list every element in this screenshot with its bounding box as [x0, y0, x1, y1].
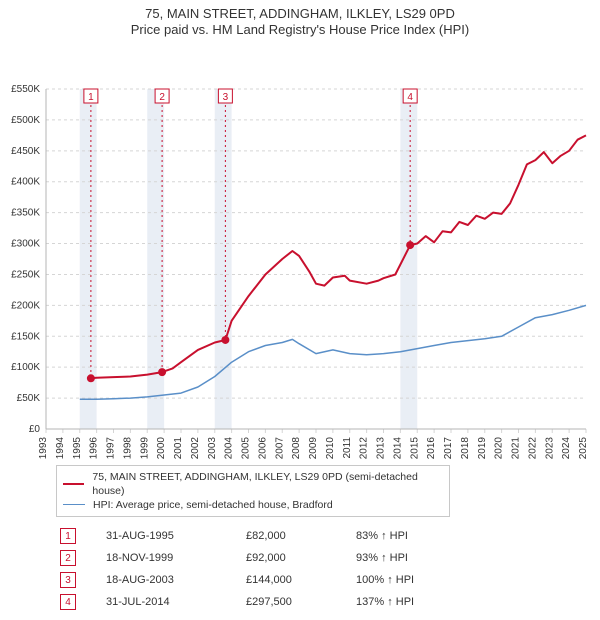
svg-text:1994: 1994 — [55, 436, 66, 458]
sales-row: 4 31-JUL-2014£297,500137% ↑ HPI — [60, 591, 600, 613]
svg-text:1997: 1997 — [106, 436, 117, 458]
svg-text:£450K: £450K — [11, 145, 40, 156]
title-line-1: 75, MAIN STREET, ADDINGHAM, ILKLEY, LS29… — [0, 6, 600, 22]
svg-text:2000: 2000 — [156, 436, 167, 458]
sales-table: 1 31-AUG-1995£82,00083% ↑ HPI 2 18-NOV-1999… — [60, 525, 600, 613]
svg-text:£150K: £150K — [11, 331, 40, 342]
svg-text:2: 2 — [159, 92, 165, 103]
sale-pct: 100% ↑ HPI — [356, 574, 446, 586]
svg-text:2006: 2006 — [257, 436, 268, 458]
svg-text:1999: 1999 — [139, 436, 150, 458]
svg-text:2020: 2020 — [494, 436, 505, 458]
legend-label: HPI: Average price, semi-detached house,… — [93, 498, 333, 512]
svg-text:2017: 2017 — [443, 436, 454, 458]
svg-text:£350K: £350K — [11, 207, 40, 218]
svg-text:2018: 2018 — [460, 436, 471, 458]
svg-text:2002: 2002 — [190, 436, 201, 458]
svg-text:£550K: £550K — [11, 84, 40, 95]
sale-marker-box: 2 — [60, 550, 76, 566]
price-chart: £0 £50K £100K £150K £200K £250K £300K £350K £400… — [0, 39, 600, 459]
svg-text:2015: 2015 — [409, 436, 420, 458]
sale-date: 18-NOV-1999 — [106, 552, 246, 564]
svg-text:2024: 2024 — [561, 436, 572, 458]
svg-text:2022: 2022 — [527, 436, 538, 458]
svg-text:2007: 2007 — [274, 436, 285, 458]
svg-text:2014: 2014 — [392, 436, 403, 458]
sale-marker-box: 3 — [60, 572, 76, 588]
svg-text:2012: 2012 — [359, 436, 370, 458]
svg-text:4: 4 — [407, 92, 413, 103]
chart-legend: 75, MAIN STREET, ADDINGHAM, ILKLEY, LS29… — [56, 465, 450, 518]
svg-text:2016: 2016 — [426, 436, 437, 458]
legend-item: HPI: Average price, semi-detached house,… — [63, 498, 443, 512]
sales-row: 1 31-AUG-1995£82,00083% ↑ HPI — [60, 525, 600, 547]
svg-text:2021: 2021 — [511, 436, 522, 458]
svg-text:£200K: £200K — [11, 300, 40, 311]
sale-pct: 137% ↑ HPI — [356, 596, 446, 608]
svg-text:2023: 2023 — [544, 436, 555, 458]
legend-swatch — [63, 483, 84, 485]
sale-price: £82,000 — [246, 530, 356, 542]
sale-price: £144,000 — [246, 574, 356, 586]
chart-area: £0 £50K £100K £150K £200K £250K £300K £350K £400… — [0, 39, 600, 459]
svg-text:£400K: £400K — [11, 176, 40, 187]
legend-swatch — [63, 504, 85, 505]
svg-text:2019: 2019 — [477, 436, 488, 458]
chart-title: 75, MAIN STREET, ADDINGHAM, ILKLEY, LS29… — [0, 0, 600, 39]
sale-date: 31-JUL-2014 — [106, 596, 246, 608]
svg-text:2009: 2009 — [308, 436, 319, 458]
svg-text:2001: 2001 — [173, 436, 184, 458]
svg-text:£500K: £500K — [11, 114, 40, 125]
svg-text:2013: 2013 — [376, 436, 387, 458]
legend-item: 75, MAIN STREET, ADDINGHAM, ILKLEY, LS29… — [63, 470, 443, 498]
svg-text:2003: 2003 — [207, 436, 218, 458]
sales-row: 2 18-NOV-1999£92,00093% ↑ HPI — [60, 547, 600, 569]
svg-text:1998: 1998 — [122, 436, 133, 458]
sale-price: £297,500 — [246, 596, 356, 608]
svg-text:2025: 2025 — [578, 436, 589, 458]
legend-label: 75, MAIN STREET, ADDINGHAM, ILKLEY, LS29… — [92, 470, 443, 498]
svg-text:1996: 1996 — [89, 436, 100, 458]
svg-text:1993: 1993 — [38, 436, 49, 458]
svg-text:2010: 2010 — [325, 436, 336, 458]
sale-marker-box: 1 — [60, 528, 76, 544]
svg-text:£300K: £300K — [11, 238, 40, 249]
svg-text:2005: 2005 — [241, 436, 252, 458]
svg-text:£0: £0 — [29, 424, 41, 435]
sale-marker-box: 4 — [60, 594, 76, 610]
svg-text:£50K: £50K — [17, 393, 41, 404]
sale-pct: 93% ↑ HPI — [356, 552, 446, 564]
svg-text:3: 3 — [223, 92, 229, 103]
sale-date: 18-AUG-2003 — [106, 574, 246, 586]
sales-row: 3 18-AUG-2003£144,000100% ↑ HPI — [60, 569, 600, 591]
svg-text:1: 1 — [88, 92, 94, 103]
svg-text:1995: 1995 — [72, 436, 83, 458]
sale-date: 31-AUG-1995 — [106, 530, 246, 542]
svg-text:£250K: £250K — [11, 269, 40, 280]
svg-text:2004: 2004 — [224, 436, 235, 458]
title-line-2: Price paid vs. HM Land Registry's House … — [0, 22, 600, 38]
sale-price: £92,000 — [246, 552, 356, 564]
sale-pct: 83% ↑ HPI — [356, 530, 446, 542]
svg-text:2011: 2011 — [342, 436, 353, 458]
svg-text:£100K: £100K — [11, 362, 40, 373]
svg-text:2008: 2008 — [291, 436, 302, 458]
